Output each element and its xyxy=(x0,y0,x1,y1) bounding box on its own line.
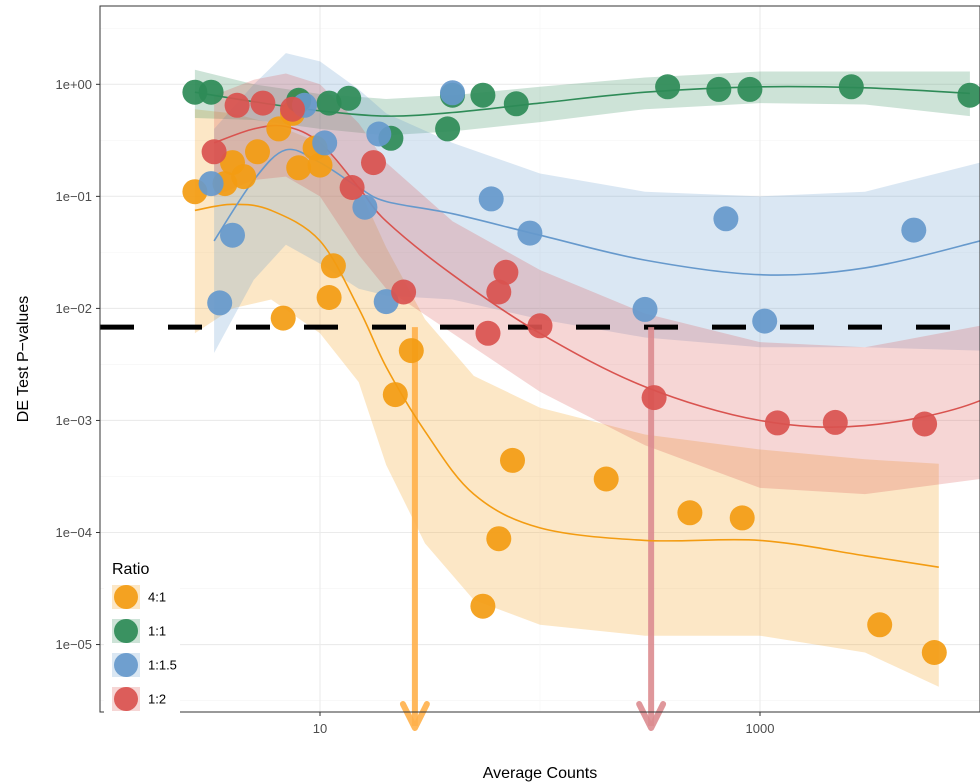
data-point xyxy=(912,411,938,437)
smooth-line xyxy=(194,203,939,568)
legend-label: 1:1 xyxy=(148,624,166,639)
data-point xyxy=(764,410,790,436)
data-point xyxy=(655,74,681,100)
legend-label: 1:2 xyxy=(148,692,166,707)
data-point xyxy=(286,155,312,181)
y-axis-ticks: 1e+00 1e−01 1e−02 1e−03 1e−04 1e−05 xyxy=(55,77,100,652)
data-point xyxy=(201,139,227,165)
data-point xyxy=(478,186,504,212)
data-point xyxy=(500,447,525,473)
data-point xyxy=(280,96,305,122)
smooth-lines xyxy=(194,85,980,568)
y-axis-title: DE Test P−values xyxy=(15,296,32,422)
confidence-band xyxy=(214,53,980,353)
data-point xyxy=(752,308,778,334)
legend-key-point xyxy=(114,619,138,643)
data-point xyxy=(517,220,543,246)
data-point xyxy=(503,91,529,117)
data-point xyxy=(316,285,342,310)
y-tick-label: 1e+00 xyxy=(55,77,92,92)
data-point xyxy=(250,90,276,116)
data-point xyxy=(435,116,461,142)
legend-key-point xyxy=(114,653,138,677)
data-point xyxy=(632,296,658,322)
data-point xyxy=(527,313,553,339)
data-point xyxy=(220,222,245,248)
data-point xyxy=(475,320,501,346)
grid xyxy=(99,6,980,712)
data-point xyxy=(470,593,496,619)
smooth-line xyxy=(213,124,980,428)
data-point xyxy=(198,79,224,105)
data-point xyxy=(677,500,703,526)
y-tick-label: 1e−04 xyxy=(55,525,92,540)
legend-key-point xyxy=(114,687,138,711)
data-point xyxy=(231,164,257,190)
data-point xyxy=(706,76,732,102)
data-point xyxy=(398,338,424,364)
data-point xyxy=(339,175,365,200)
data-point xyxy=(245,139,270,165)
legend-label: 4:1 xyxy=(148,590,166,605)
data-point xyxy=(729,505,755,531)
data-point xyxy=(486,526,512,552)
data-point xyxy=(838,74,864,100)
data-point xyxy=(366,121,392,147)
y-tick-label: 1e−02 xyxy=(55,301,92,316)
data-point xyxy=(361,150,386,176)
data-point xyxy=(270,305,296,331)
data-point xyxy=(307,152,333,178)
data-point xyxy=(316,90,342,116)
data-point xyxy=(198,171,224,197)
y-tick-label: 1e−03 xyxy=(55,413,92,428)
data-point xyxy=(921,640,947,665)
x-axis-ticks: 10 1000 xyxy=(313,712,775,736)
data-point xyxy=(493,259,519,285)
data-point xyxy=(867,612,893,638)
confidence-band xyxy=(194,109,939,687)
y-tick-label: 1e−01 xyxy=(55,189,92,204)
data-point xyxy=(312,130,338,156)
x-tick-label: 1000 xyxy=(746,721,775,736)
data-points xyxy=(182,74,980,665)
x-axis-title: Average Counts xyxy=(483,765,597,782)
data-point xyxy=(957,82,980,108)
data-point xyxy=(470,82,496,108)
panel-border xyxy=(99,5,980,713)
data-point xyxy=(382,382,408,408)
data-point xyxy=(320,253,346,279)
data-point xyxy=(486,279,512,305)
legend-title: Ratio xyxy=(112,561,149,578)
data-point xyxy=(352,194,378,220)
confidence-band xyxy=(214,73,980,495)
data-point xyxy=(593,466,619,492)
data-point xyxy=(641,385,667,411)
x-tick-label: 10 xyxy=(313,721,327,736)
data-point xyxy=(207,290,233,316)
data-point xyxy=(224,92,250,118)
data-point xyxy=(737,76,763,102)
legend: Ratio 4:1 1:1 1:1.5 1:2 xyxy=(104,556,180,716)
smooth-line xyxy=(213,148,980,276)
data-point xyxy=(336,85,362,111)
data-point xyxy=(822,409,848,435)
data-point xyxy=(391,279,417,305)
y-tick-label: 1e−05 xyxy=(55,637,92,652)
legend-key-point xyxy=(114,585,138,609)
legend-label: 1:1.5 xyxy=(148,658,177,673)
data-point xyxy=(713,206,739,232)
data-point xyxy=(901,217,927,243)
data-point xyxy=(440,80,465,106)
